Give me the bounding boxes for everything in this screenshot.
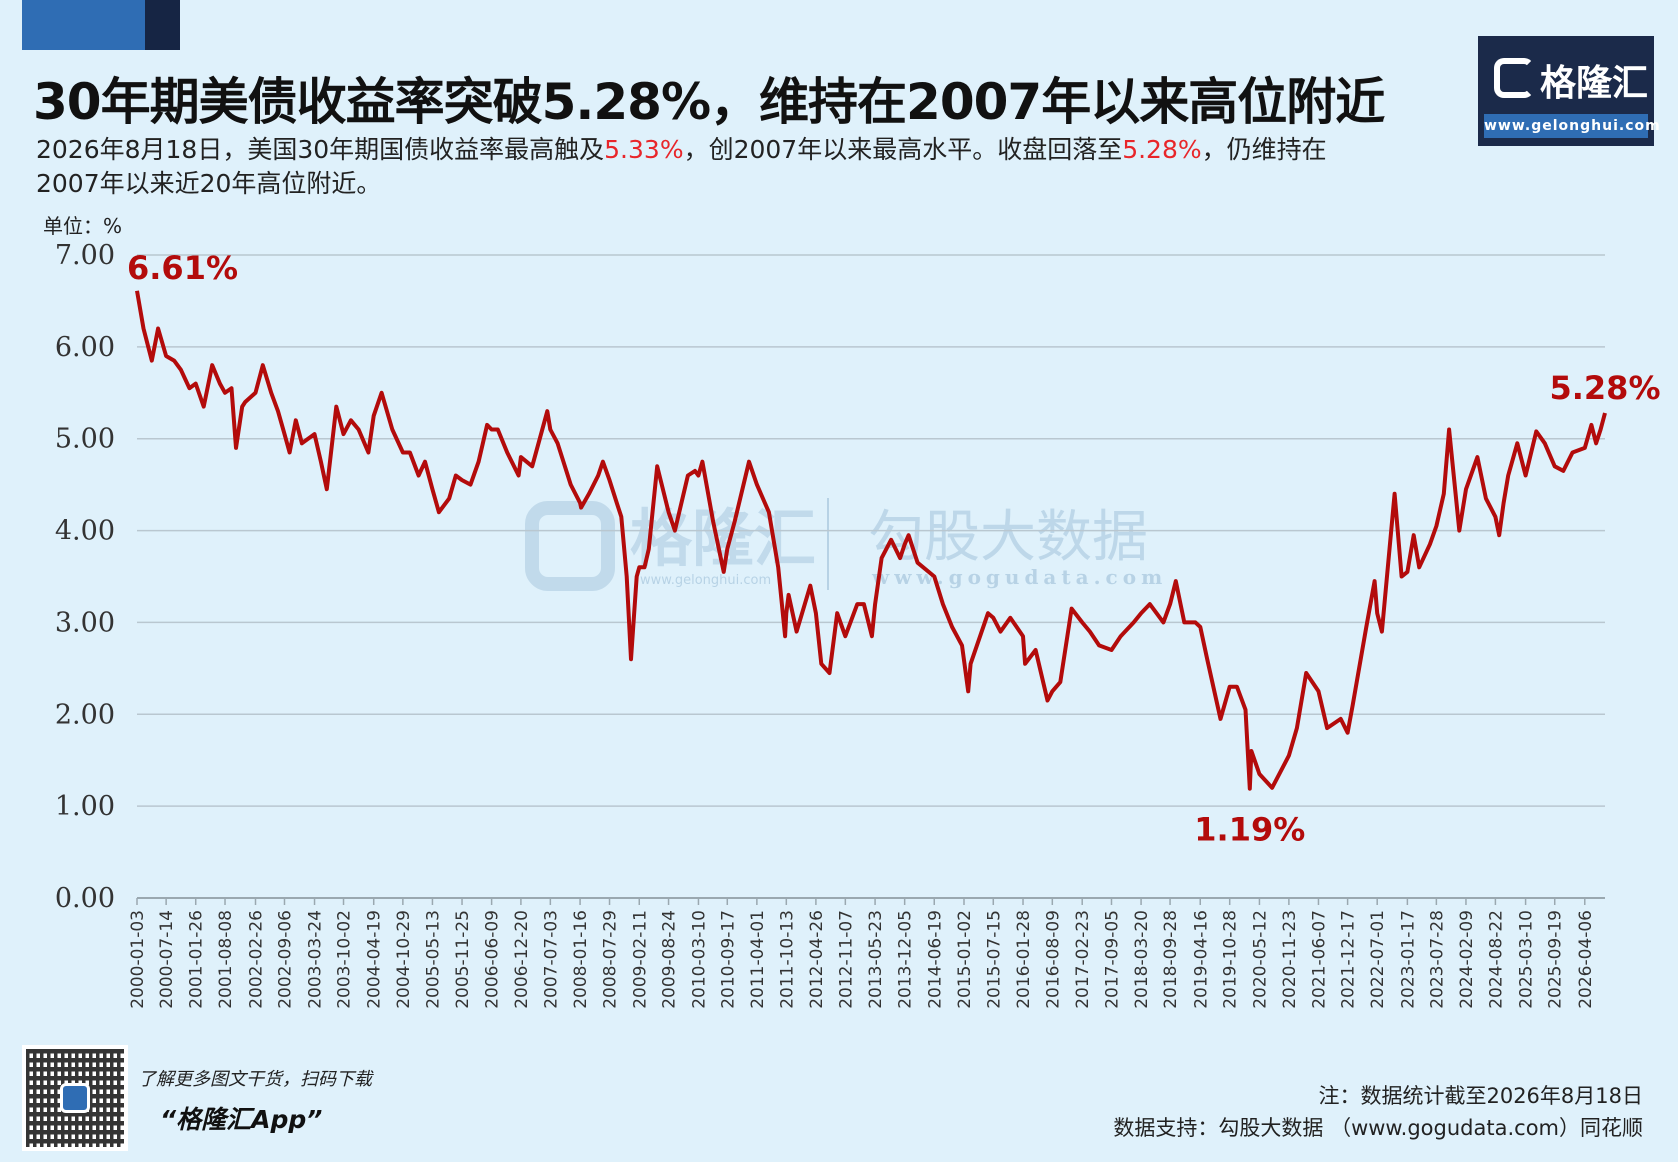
x-tick-label: 2015-07-15 [984,910,1004,1009]
unit-label: 单位：% [43,214,123,238]
x-tick-label: 2012-04-26 [807,910,827,1009]
x-tick-label: 2020-05-12 [1250,910,1270,1009]
y-tick-label: 7.00 [55,240,115,271]
x-tick-label: 2023-01-17 [1398,910,1418,1009]
y-tick-label: 0.00 [55,883,115,914]
x-tick-label: 2006-12-20 [512,910,532,1009]
header-accent-bar-dark [145,0,180,50]
x-tick-label: 2006-06-09 [483,910,503,1009]
data-label-annotation: 6.61% [127,249,238,287]
x-tick-label: 2019-04-16 [1191,910,1211,1009]
y-tick-label: 3.00 [55,607,115,638]
data-source-note: 数据支持：勾股大数据 （www.gogudata.com）同花顺 [1113,1116,1643,1140]
brand-logo: 格隆汇 www.gelonghui.com [1478,36,1660,146]
x-tick-label: 2010-09-17 [718,910,738,1009]
data-cutoff-note: 注：数据统计截至2026年8月18日 [1318,1084,1643,1108]
x-tick-label: 2020-11-23 [1280,910,1300,1009]
x-tick-label: 2001-01-26 [187,910,207,1009]
y-tick-label: 4.00 [55,516,115,547]
x-tick-label: 2009-02-11 [630,910,650,1009]
x-tick-label: 2001-08-08 [216,910,236,1009]
subtitle-text-1: 2026年8月18日，美国30年期国债收益率最高触及 [36,135,605,164]
x-tick-label: 2005-11-25 [453,910,473,1009]
x-tick-label: 2012-11-07 [836,910,856,1009]
x-tick-label: 2008-07-29 [601,910,621,1009]
x-tick-label: 2002-02-26 [247,910,267,1009]
x-tick-label: 2016-01-28 [1014,910,1034,1009]
x-tick-label: 2002-09-06 [275,910,295,1009]
x-tick-label: 2018-09-28 [1161,910,1181,1009]
x-tick-label: 2013-12-05 [896,910,916,1009]
x-tick-label: 2017-02-23 [1073,910,1093,1009]
y-tick-label: 1.00 [55,791,115,822]
watermark-logo-icon [525,501,615,591]
x-tick-label: 2010-03-10 [689,910,709,1009]
x-tick-label: 2024-08-22 [1486,910,1506,1009]
brand-name: 格隆汇 [1540,63,1649,104]
data-label-annotation: 5.28% [1549,369,1660,407]
x-tick-label: 2005-05-13 [423,910,443,1009]
series-line [135,290,1607,791]
y-tick-label: 5.00 [55,424,115,455]
x-tick-label: 2013-05-23 [866,910,886,1009]
x-tick-label: 2017-09-05 [1102,910,1122,1009]
brand-url: www.gelonghui.com [1484,114,1660,138]
header-accent-bar [22,0,145,50]
x-tick-label: 2007-07-03 [541,910,561,1009]
x-tick-label: 2024-02-09 [1457,910,1477,1009]
x-tick-label: 2021-12-17 [1339,910,1359,1009]
qr-code[interactable] [22,1045,128,1151]
subtitle-text-2: ，创2007年以来最高水平。收盘回落至 [683,135,1123,164]
g-logo-icon [1494,58,1534,98]
x-tick-label: 2000-01-03 [128,910,148,1009]
watermark-data-url: www.gogudata.com [871,565,1167,589]
x-tick-label: 2019-10-28 [1221,910,1241,1009]
x-tick-label: 2018-03-20 [1132,910,1152,1009]
y-tick-label: 2.00 [55,699,115,730]
x-tick-label: 2011-04-01 [748,910,768,1009]
x-tick-label: 2015-01-02 [955,910,975,1009]
page-subtitle: 2026年8月18日，美国30年期国债收益率最高触及5.33%，创2007年以来… [36,133,1376,201]
data-label-annotation: 1.19% [1194,811,1305,849]
x-tick-label: 2004-04-19 [365,910,385,1009]
page-title: 30年期美债收益率突破5.28%，维持在2007年以来高位附近 [33,73,1385,131]
x-tick-label: 2021-06-07 [1309,910,1329,1009]
x-tick-label: 2014-06-19 [925,910,945,1009]
y-tick-label: 6.00 [55,332,115,363]
x-tick-label: 2011-10-13 [777,910,797,1009]
app-name: “格隆汇App” [160,1105,323,1134]
promo-text: 了解更多图文干货，扫码下载 [138,1069,372,1090]
x-tick-label: 2003-03-24 [306,910,326,1009]
x-tick-label: 2003-10-02 [335,910,355,1009]
subtitle-text-3: ，仍维持在2007年以来近20年高位附近。 [36,135,1327,198]
x-tick-label: 2025-09-19 [1546,910,1566,1009]
x-tick-label: 2023-07-28 [1427,910,1447,1009]
x-tick-label: 2022-07-01 [1368,910,1388,1009]
x-tick-label: 2000-07-14 [157,910,177,1009]
watermark-brand-url: www.gelonghui.com [640,573,771,588]
x-tick-label: 2025-03-10 [1517,910,1537,1009]
x-tick-label: 2026-04-06 [1576,910,1596,1009]
app-logo-icon [60,1083,90,1113]
subtitle-highlight-high: 5.33% [604,135,684,164]
x-tick-label: 2008-01-16 [571,910,591,1009]
x-tick-label: 2004-10-29 [394,910,414,1009]
x-tick-label: 2009-08-24 [660,910,680,1009]
x-tick-label: 2016-08-09 [1043,910,1063,1009]
subtitle-highlight-close: 5.28% [1122,135,1202,164]
